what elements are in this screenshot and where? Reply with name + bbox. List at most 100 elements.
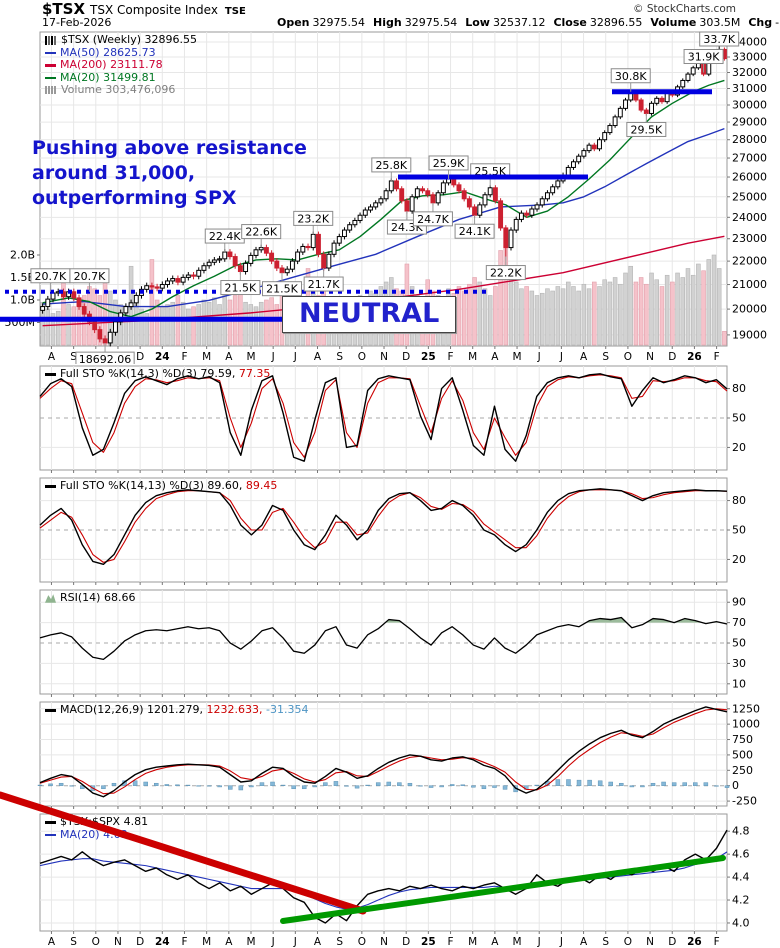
svg-text:20: 20 bbox=[732, 553, 746, 566]
ratio-panel: A S O N D 24 F M A M J J A S O N D 25 F M A M J J A S O N D 26 F 4.8 4.6… bbox=[0, 812, 780, 948]
quote-field: Close 32896.55 bbox=[553, 16, 643, 29]
sto-slow-canvas: 80 50 20 bbox=[39, 477, 746, 585]
svg-text:4.2: 4.2 bbox=[732, 894, 750, 907]
svg-text:O: O bbox=[358, 351, 366, 363]
svg-text:J: J bbox=[271, 936, 275, 948]
svg-text:J: J bbox=[293, 351, 297, 363]
svg-text:50: 50 bbox=[732, 412, 746, 425]
svg-text:19000: 19000 bbox=[732, 328, 767, 341]
line-icon bbox=[45, 709, 56, 712]
svg-text:M: M bbox=[246, 936, 255, 948]
svg-text:4.6: 4.6 bbox=[732, 848, 750, 861]
legend-text: $TSX:$SPX 4.81 bbox=[60, 815, 149, 828]
line-icon bbox=[45, 51, 56, 54]
legend-row: Full STO %K(14,3) %D(3) 79.59, 77.35 bbox=[45, 367, 271, 381]
svg-text:N: N bbox=[380, 936, 388, 948]
svg-text:A: A bbox=[48, 936, 56, 948]
macd-legend: MACD(12,26,9) 1201.279, 1232.633, -31.35… bbox=[45, 703, 309, 717]
svg-text:18692.06: 18692.06 bbox=[79, 353, 132, 364]
svg-text:50: 50 bbox=[732, 524, 746, 537]
svg-text:J: J bbox=[293, 936, 297, 948]
svg-text:20.7K: 20.7K bbox=[35, 270, 67, 283]
legend-row: MA(20) 31499.81 bbox=[45, 70, 197, 85]
svg-text:250: 250 bbox=[732, 764, 753, 777]
quote-values: Open 32975.54 High 32975.54 Low 32537.12 Close… bbox=[277, 16, 780, 29]
svg-text:1.5B: 1.5B bbox=[10, 271, 35, 284]
svg-text:A: A bbox=[314, 351, 322, 363]
quote-field: Low 32537.12 bbox=[465, 16, 546, 29]
svg-text:1.0B: 1.0B bbox=[10, 294, 35, 307]
legend-text: MA(20) 4.63 bbox=[60, 827, 128, 841]
svg-text:21.5K: 21.5K bbox=[266, 283, 298, 296]
sto-fast-legend: Full STO %K(14,3) %D(3) 79.59, 77.35 bbox=[45, 367, 271, 381]
svg-text:80: 80 bbox=[732, 382, 746, 395]
line-icon bbox=[45, 64, 56, 67]
price-legend: $TSX (Weekly) 32896.55 MA(50) 28625.73 MA(… bbox=[45, 33, 197, 97]
ratio-legend: $TSX:$SPX 4.81 MA(20) 4.63 bbox=[45, 815, 149, 841]
svg-text:F: F bbox=[714, 351, 720, 363]
legend-text: -31.354 bbox=[262, 703, 309, 716]
svg-text:24000: 24000 bbox=[732, 211, 767, 224]
svg-text:21.5K: 21.5K bbox=[225, 282, 257, 295]
quote-row: 17-Feb-2026 Open 32975.54 High 32975.54 Low 32… bbox=[42, 16, 780, 29]
svg-text:F: F bbox=[448, 936, 454, 948]
svg-text:M: M bbox=[513, 351, 522, 363]
svg-text:M: M bbox=[468, 936, 477, 948]
svg-text:D: D bbox=[668, 936, 676, 948]
svg-text:26: 26 bbox=[687, 351, 702, 363]
svg-text:O: O bbox=[624, 351, 632, 363]
svg-text:33000: 33000 bbox=[732, 51, 767, 64]
chart-header: $TSX TSX Composite Index TSE © StockCharts… bbox=[0, 0, 780, 30]
legend-text: MA(20) 31499.81 bbox=[60, 70, 156, 84]
svg-text:N: N bbox=[646, 936, 654, 948]
svg-text:D: D bbox=[136, 936, 144, 948]
svg-text:D: D bbox=[402, 936, 410, 948]
legend-row: $TSX:$SPX 4.81 bbox=[45, 815, 149, 829]
svg-text:32000: 32000 bbox=[732, 66, 767, 79]
line-icon bbox=[45, 76, 56, 79]
svg-text:25: 25 bbox=[421, 936, 436, 948]
candles-icon bbox=[45, 35, 57, 45]
legend-text: Full STO %K(14,3) %D(3) 79.59, bbox=[60, 367, 236, 380]
svg-text:24: 24 bbox=[155, 936, 170, 948]
sto-fast-canvas: 80 50 20 bbox=[39, 365, 746, 473]
svg-text:24.7K: 24.7K bbox=[417, 213, 449, 226]
svg-text:J: J bbox=[537, 351, 541, 363]
svg-text:A: A bbox=[225, 936, 233, 948]
svg-text:S: S bbox=[70, 351, 77, 363]
quote-field: Open 32975.54 bbox=[277, 16, 366, 29]
svg-text:N: N bbox=[380, 351, 388, 363]
svg-text:21.7K: 21.7K bbox=[308, 278, 340, 291]
svg-text:A: A bbox=[225, 351, 233, 363]
svg-text:25.9K: 25.9K bbox=[433, 157, 465, 170]
svg-text:M: M bbox=[246, 351, 255, 363]
area-icon bbox=[45, 594, 56, 603]
legend-text: MACD(12,26,9) 1201.279, bbox=[60, 703, 204, 716]
line-icon bbox=[45, 833, 56, 836]
svg-text:D: D bbox=[136, 351, 144, 363]
symbol-name: TSX Composite Index bbox=[90, 3, 218, 17]
svg-text:500: 500 bbox=[732, 748, 753, 761]
annotation-neutral-badge: NEUTRAL bbox=[282, 296, 457, 333]
svg-text:30000: 30000 bbox=[732, 99, 767, 112]
svg-text:A: A bbox=[491, 936, 499, 948]
svg-text:22.2K: 22.2K bbox=[490, 267, 522, 280]
svg-text:21000: 21000 bbox=[732, 278, 767, 291]
legend-row: MA(200) 23111.78 bbox=[45, 58, 197, 72]
svg-text:A: A bbox=[48, 351, 56, 363]
svg-text:26: 26 bbox=[687, 936, 702, 948]
svg-text:23.2K: 23.2K bbox=[297, 212, 329, 225]
quote-field: High 32975.54 bbox=[373, 16, 458, 29]
svg-text:1000: 1000 bbox=[732, 718, 760, 731]
svg-text:29.5K: 29.5K bbox=[630, 123, 662, 136]
svg-text:25000: 25000 bbox=[732, 190, 767, 203]
rsi-canvas: 90 70 50 30 10 bbox=[39, 589, 746, 697]
svg-text:0: 0 bbox=[732, 779, 739, 792]
legend-text: 77.35 bbox=[235, 367, 271, 380]
svg-text:33.7K: 33.7K bbox=[703, 33, 735, 46]
svg-text:22.6K: 22.6K bbox=[245, 226, 277, 239]
svg-text:S: S bbox=[70, 936, 77, 948]
price-chart-canvas: ASOND24FMAMJJASOND25FMAMJJASOND26F190002… bbox=[0, 31, 767, 364]
svg-text:S: S bbox=[602, 351, 609, 363]
svg-text:31.9K: 31.9K bbox=[688, 51, 720, 64]
